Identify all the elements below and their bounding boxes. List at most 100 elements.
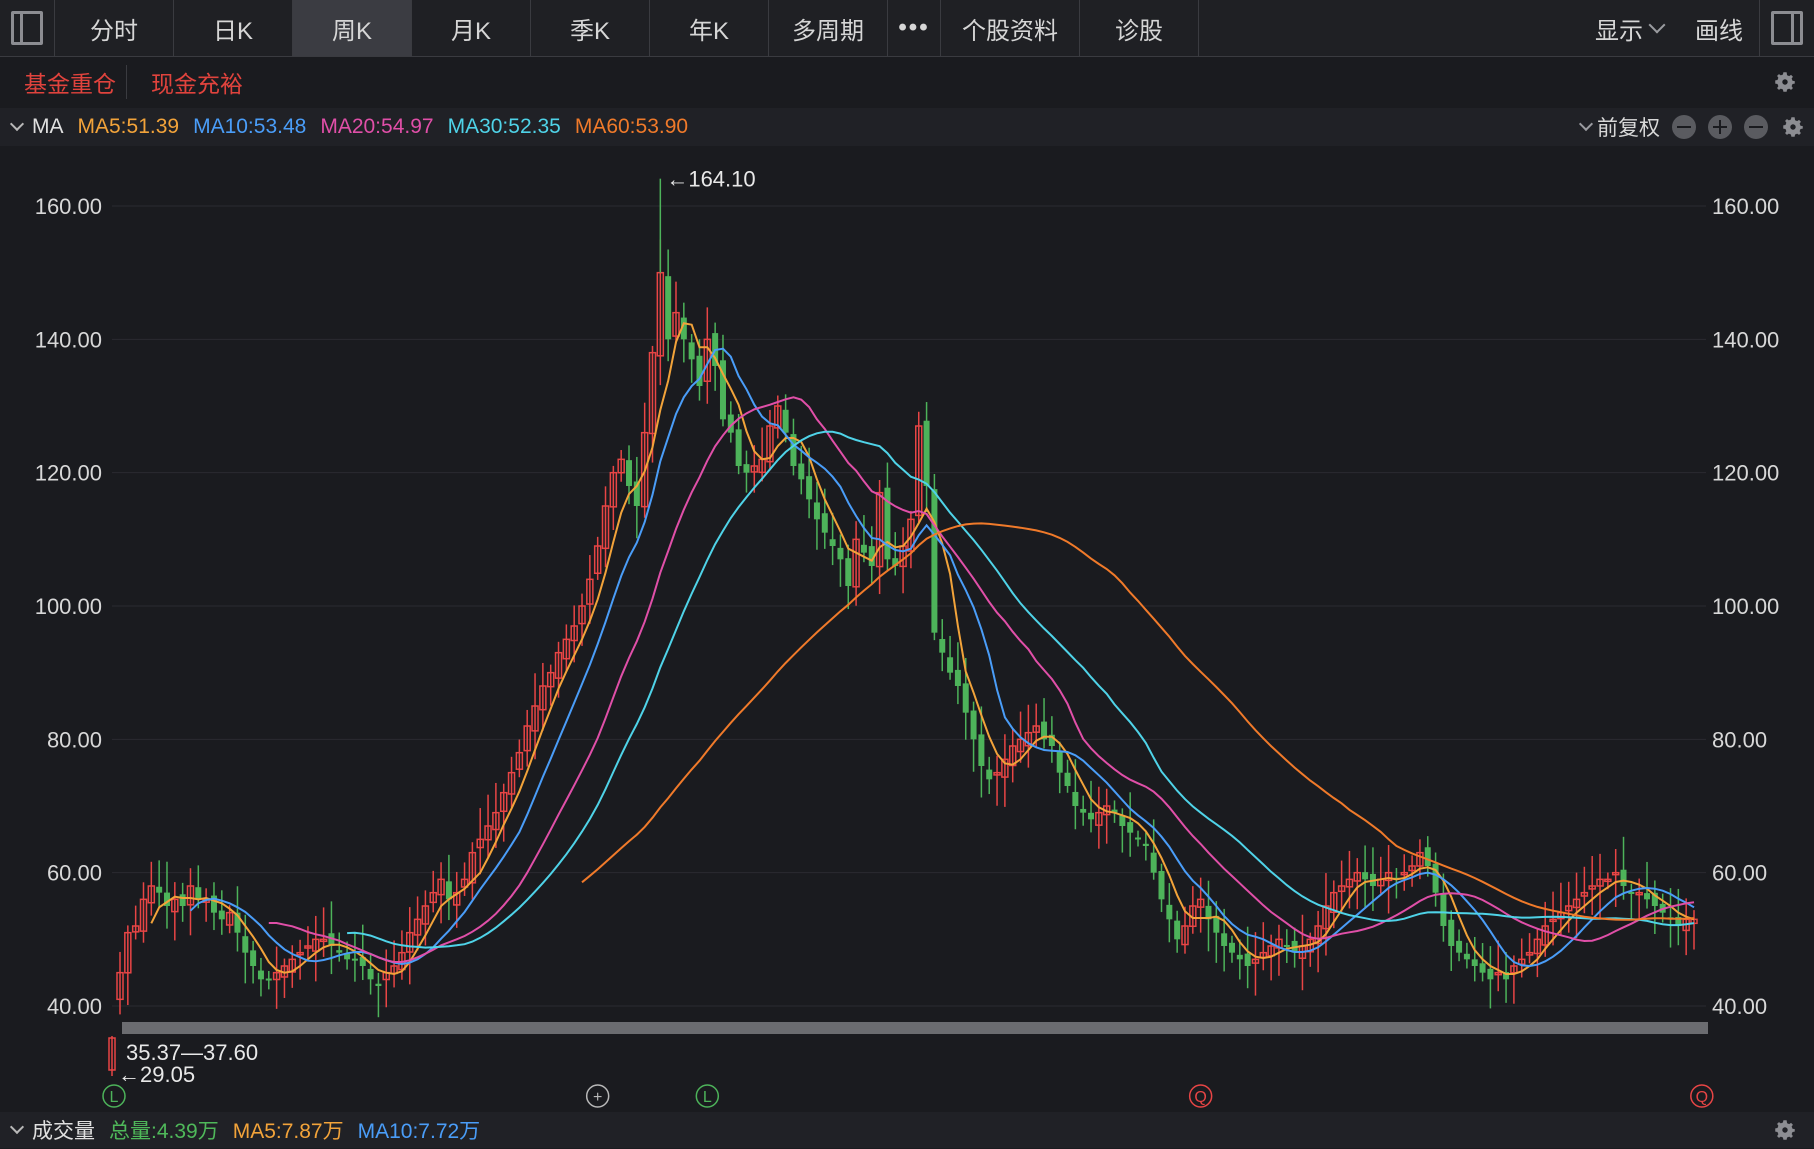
left-panel-toggle[interactable]: [0, 0, 55, 56]
gear-icon[interactable]: [1772, 1117, 1798, 1143]
candle-body: [593, 545, 602, 575]
right-panel-icon: [1771, 11, 1803, 45]
candle-body: [328, 933, 335, 946]
candle-body: [257, 970, 264, 980]
candle-body: [531, 705, 539, 732]
tab-quarterly-k[interactable]: 季K: [531, 0, 650, 56]
event-marker-label: Q: [1696, 1089, 1708, 1106]
right-panel-toggle[interactable]: [1759, 0, 1814, 56]
event-marker: [585, 1084, 610, 1108]
ma60-value: MA60:53.90: [574, 115, 689, 138]
candle-body: [351, 958, 358, 961]
candle-body: [813, 502, 820, 520]
candle-body: [367, 968, 374, 980]
candle-body: [116, 971, 124, 1001]
candle-body: [914, 425, 923, 517]
candle-body: [1205, 905, 1212, 920]
tag-fund-heavy[interactable]: 基金重仓: [14, 65, 127, 99]
y-tick-label-right: 120.00: [1712, 461, 1779, 486]
candle-body: [163, 892, 170, 906]
candle-body: [1432, 863, 1439, 893]
minus-icon[interactable]: [1672, 115, 1696, 139]
candle-body: [1517, 958, 1526, 965]
candlestick-chart[interactable]: 160.00 160.00 140.00 140.00 120.00 120.00 100.…: [0, 146, 1814, 1112]
candle-body: [1487, 968, 1494, 980]
candle-body: [750, 465, 759, 473]
collapse-chevron-icon[interactable]: [9, 1119, 25, 1135]
left-panel-icon: [11, 11, 43, 45]
ma20-value: MA20:54.97: [320, 115, 434, 138]
candle-body: [344, 953, 351, 960]
gear-icon[interactable]: [1780, 114, 1806, 140]
tab-yearly-k[interactable]: 年K: [650, 0, 769, 56]
plus-icon[interactable]: [1708, 115, 1732, 139]
candle-body: [1675, 916, 1682, 926]
stock-tags: 基金重仓 现金充裕: [0, 57, 1814, 107]
candle-body: [1016, 738, 1025, 753]
volume-title: 成交量: [32, 1120, 95, 1143]
candle-body: [171, 898, 179, 913]
tab-monthly-k[interactable]: 月K: [412, 0, 531, 56]
candle-body: [766, 425, 774, 463]
tab-weekly-k[interactable]: 周K: [293, 0, 412, 56]
adjust-dropdown[interactable]: 前复权: [1578, 112, 1660, 142]
candle-body: [375, 983, 382, 986]
tab-daily-k[interactable]: 日K: [174, 0, 293, 56]
candle-body: [336, 950, 343, 953]
candle-body: [774, 405, 782, 429]
y-tick-label-right: 40.00: [1712, 994, 1767, 1019]
candle-body: [1588, 885, 1596, 890]
gear-icon[interactable]: [1772, 69, 1798, 95]
candle-body: [554, 651, 563, 679]
candle-body: [1580, 891, 1589, 897]
draw-line-button[interactable]: 画线: [1695, 17, 1743, 45]
candle-body: [648, 351, 657, 435]
chart-scrollbar: [122, 1022, 1708, 1034]
y-tick-label-left: 140.00: [35, 327, 102, 352]
ma30-line: [347, 430, 1695, 949]
collapse-chevron-icon[interactable]: [9, 116, 25, 132]
tab-multi-period[interactable]: 多周期: [769, 0, 888, 56]
candle-body: [476, 838, 484, 849]
candle-body: [1150, 852, 1157, 873]
candle-body: [1525, 951, 1534, 956]
candle-body: [265, 978, 272, 981]
candle-body: [1041, 721, 1048, 740]
volume-indicator-bar: 成交量 总量:4.39万 MA5:7.87万 MA10:7.72万: [0, 1112, 1814, 1148]
candle-body: [1213, 915, 1220, 933]
tab-intraday[interactable]: 分时: [55, 0, 174, 56]
candle-body: [492, 811, 500, 831]
candle-body: [1166, 904, 1173, 920]
candle-body: [947, 657, 954, 673]
candle-body: [1448, 919, 1455, 946]
candle-body: [962, 683, 969, 713]
display-dropdown[interactable]: 显示: [1579, 11, 1679, 46]
candle-body: [1095, 811, 1103, 826]
y-tick-label-right: 60.00: [1712, 861, 1767, 886]
candle-body: [523, 725, 531, 752]
candle-body: [225, 911, 234, 926]
candle-body: [250, 950, 257, 966]
candle-body: [1463, 953, 1470, 960]
candle-body: [1604, 878, 1612, 883]
ma20-line: [268, 396, 1695, 963]
diagnose-button[interactable]: 诊股: [1080, 0, 1199, 56]
candle-body: [296, 951, 304, 956]
y-tick-label-right: 80.00: [1712, 727, 1767, 752]
candle-body: [570, 625, 578, 642]
more-button[interactable]: •••: [888, 0, 941, 56]
tag-cash-rich[interactable]: 现金充裕: [151, 71, 243, 97]
candle-body: [821, 513, 828, 533]
candle-body: [1494, 971, 1502, 976]
minus-icon[interactable]: [1744, 115, 1768, 139]
candle-body: [1345, 878, 1354, 888]
candle-body: [319, 938, 328, 943]
ma-indicator-bar: MA MA5:51.39 MA10:53.48 MA20:54.97 MA30:…: [0, 108, 1814, 146]
stock-info-button[interactable]: 个股资料: [941, 0, 1080, 56]
candle-body: [1314, 925, 1322, 945]
candle-body: [875, 491, 884, 568]
candle-body: [907, 518, 915, 552]
candle-body: [884, 487, 891, 560]
y-tick-label-left: 80.00: [47, 727, 102, 752]
candle-body: [931, 489, 938, 633]
